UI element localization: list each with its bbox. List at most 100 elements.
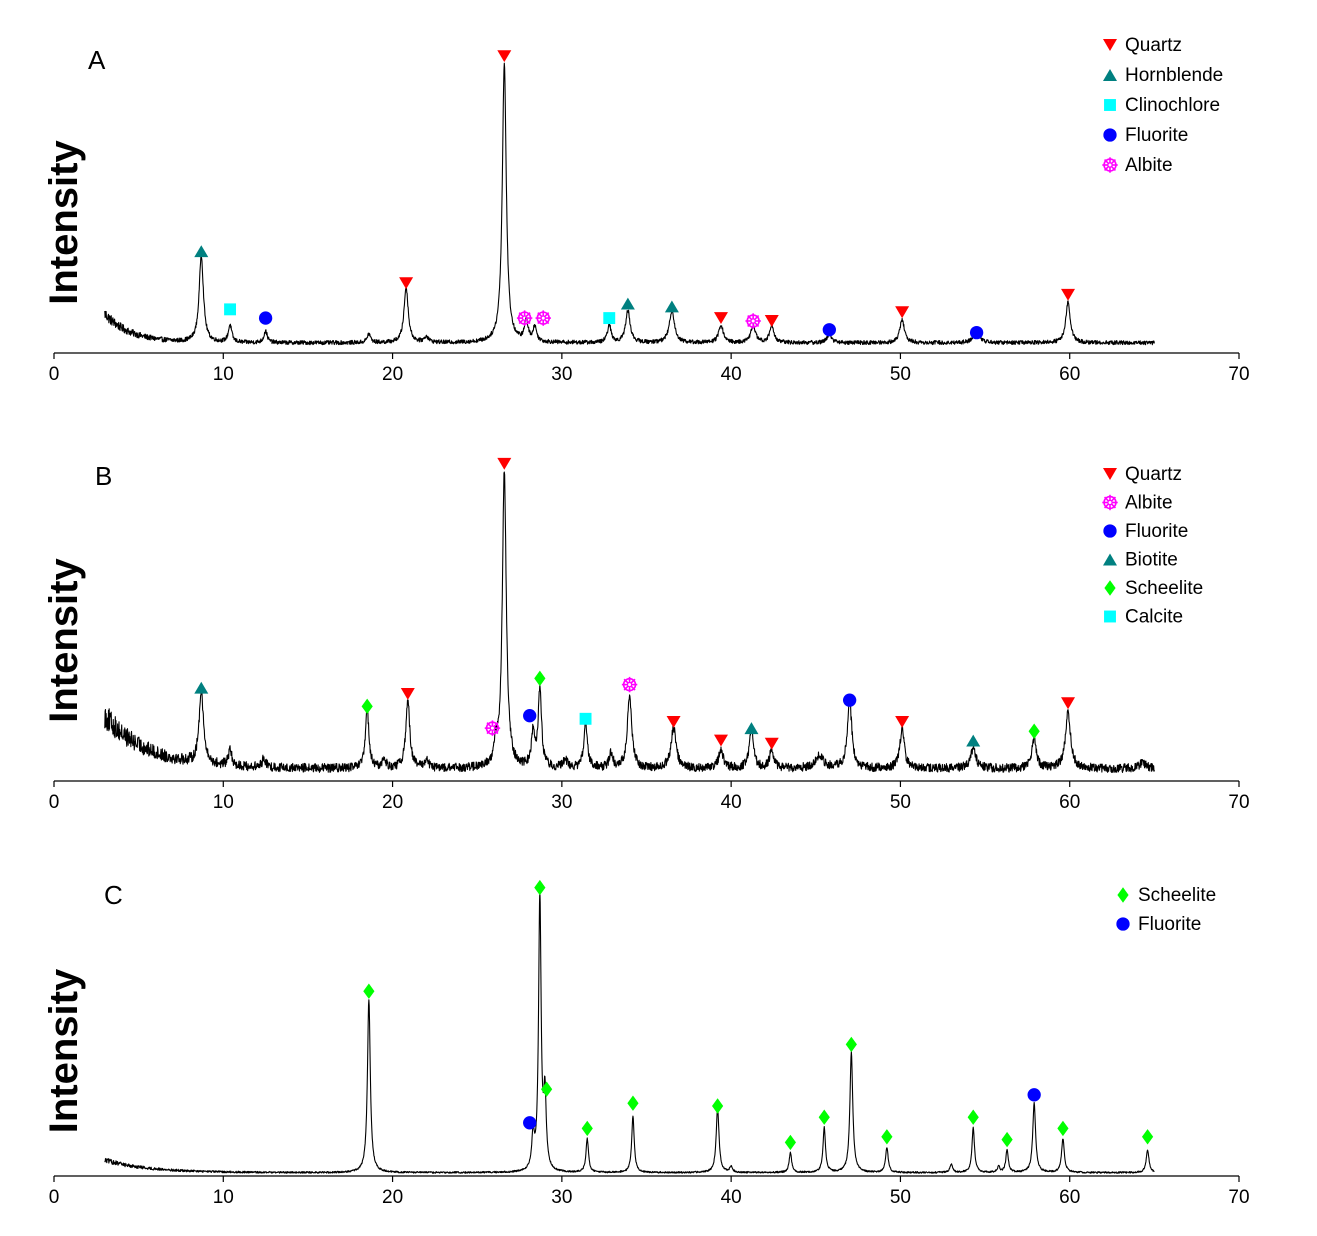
marker-albite [745,313,761,329]
legend-label-calcite: Calcite [1125,607,1183,628]
x-tick-label: 0 [49,364,60,385]
legend-label-albite: Albite [1125,155,1173,176]
x-tick-label: 40 [721,792,742,813]
marker-quartz [497,457,512,470]
legend-label-biotite: Biotite [1125,550,1178,571]
panel-label: A [88,45,106,75]
marker-biotite [966,734,981,747]
x-tick-label: 20 [382,364,403,385]
marker-fluorite [842,693,857,707]
marker-albite [516,310,533,326]
marker-fluorite [822,323,836,337]
x-tick-label: 10 [213,1187,234,1208]
marker-quartz [399,277,414,290]
x-tick-label: 50 [890,792,911,813]
marker-fluorite [258,311,273,325]
marker-quartz [1061,697,1076,710]
panel-a: A Intensity 0 10 20 30 40 50 60 70 Quartz Hornblend… [42,35,1250,385]
marker-quartz [764,315,779,327]
marker-fluorite [969,325,984,340]
x-tick-label: 70 [1228,792,1249,813]
x-tick-label: 0 [49,792,60,813]
legend-label-quartz: Quartz [1125,35,1182,56]
legend-label-scheelite: Scheelite [1138,885,1216,906]
x-tick-label: 30 [551,792,572,813]
legend-label-albite: Albite [1125,493,1173,514]
x-tick-label: 30 [551,1187,572,1208]
marker-quartz [666,715,681,728]
marker-albite [621,676,638,693]
marker-quartz [713,734,728,747]
legend-symbol-calcite [1104,610,1116,623]
panel-c: C Intensity 0 10 20 30 40 50 60 70 Scheelite Fluori… [42,880,1250,1208]
marker-quartz [764,737,779,750]
legend-label-hornblende: Hornblende [1125,65,1223,86]
diffraction-trace [104,889,1155,1174]
marker-clinochlore [224,303,237,316]
marker-scheelite [818,1109,830,1125]
legend: Scheelite Fluorite [1116,885,1216,935]
legend-symbol-quartz [1103,39,1117,51]
legend: Quartz Albite Fluorite Biotite Scheelite Calc… [1102,464,1203,628]
panel-b: B Intensity 0 10 20 30 40 50 60 70 Quartz Albite Flu… [42,457,1250,813]
marker-fluorite [523,1116,537,1130]
marker-quartz [400,687,415,700]
legend-label-scheelite: Scheelite [1125,578,1203,599]
marker-scheelite [363,983,375,999]
marker-quartz [497,50,512,63]
marker-scheelite [534,879,546,896]
legend-symbol-albite [1102,494,1118,511]
x-tick-label: 40 [721,1187,742,1208]
x-tick-label: 60 [1059,364,1080,385]
legend-symbol-fluorite [1116,917,1130,931]
marker-hornblende [664,300,679,313]
x-tick-label: 60 [1059,792,1080,813]
marker-scheelite [361,698,373,715]
marker-hornblende [620,297,635,310]
marker-scheelite [881,1129,893,1145]
legend-symbol-scheelite [1117,887,1129,903]
marker-scheelite [581,1120,593,1137]
marker-quartz [1061,288,1076,301]
y-axis-label: Intensity [42,968,86,1133]
legend-symbol-fluorite [1103,128,1117,142]
x-tick-label: 40 [721,364,742,385]
x-tick-label: 50 [890,364,911,385]
legend-symbol-quartz [1103,468,1117,480]
legend-label-fluorite: Fluorite [1125,521,1188,542]
legend: Quartz Hornblende Clinochlore Fluorite Albit… [1102,35,1223,176]
marker-quartz [895,306,910,319]
marker-calcite [579,712,592,725]
y-axis-label: Intensity [42,558,86,723]
y-axis-label: Intensity [42,140,86,305]
marker-biotite [194,681,209,694]
marker-scheelite [967,1109,979,1125]
marker-scheelite [1001,1131,1013,1148]
legend-symbol-scheelite [1104,580,1116,596]
marker-albite [484,720,501,736]
panel-label: C [104,880,123,910]
marker-fluorite [523,709,537,723]
marker-quartz [895,715,910,728]
marker-clinochlore [603,312,616,325]
legend-label-quartz: Quartz [1125,464,1182,485]
marker-scheelite [534,670,546,687]
marker-scheelite [712,1098,724,1114]
x-tick-label: 70 [1228,1187,1249,1208]
x-tick-label: 20 [382,792,403,813]
legend-symbol-albite [1102,157,1118,173]
marker-quartz [713,312,728,325]
legend-label-fluorite: Fluorite [1138,914,1201,935]
marker-scheelite [845,1036,857,1053]
legend-symbol-hornblende [1103,69,1117,81]
x-tick-label: 60 [1059,1187,1080,1208]
marker-albite [535,310,551,326]
x-tick-label: 10 [213,792,234,813]
diffraction-trace [104,471,1155,773]
marker-scheelite [627,1095,639,1111]
x-tick-label: 20 [382,1187,403,1208]
x-tick-label: 30 [551,364,572,385]
marker-biotite [744,722,759,735]
marker-scheelite [1028,723,1040,739]
